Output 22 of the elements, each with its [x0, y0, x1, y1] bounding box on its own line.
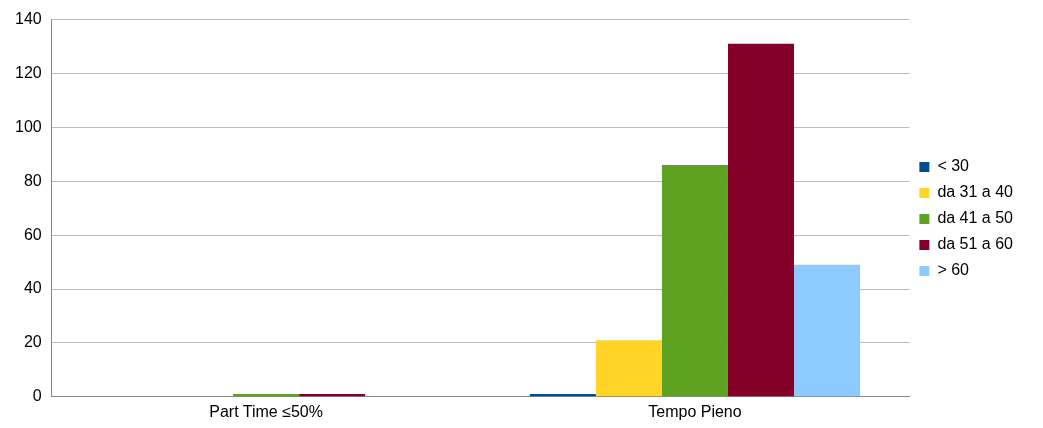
- legend-label: da 41 a 50: [937, 209, 1014, 227]
- y-tick-label: 120: [14, 63, 42, 81]
- bar: [529, 394, 596, 397]
- x-tick-label: Part Time ≤50%: [209, 402, 323, 420]
- y-tick-label: 60: [23, 225, 42, 243]
- bar: [233, 394, 300, 397]
- legend-label: da 31 a 40: [937, 183, 1014, 201]
- legend-label: da 51 a 60: [937, 235, 1014, 253]
- y-tick-label: 0: [32, 387, 42, 405]
- y-tick-label: 80: [23, 171, 42, 189]
- bar: [299, 394, 366, 397]
- y-tick-label: 100: [14, 117, 42, 135]
- y-tick-label: 140: [14, 10, 42, 28]
- bar: [661, 165, 728, 397]
- y-tick-label: 20: [23, 333, 42, 351]
- bar: [595, 340, 662, 397]
- bar: [727, 43, 795, 397]
- y-tick-label: 40: [23, 279, 42, 297]
- legend-label: < 30: [937, 157, 970, 175]
- x-tick-label: Tempo Pieno: [648, 402, 742, 420]
- legend-label: > 60: [937, 261, 970, 279]
- bar: [794, 264, 861, 397]
